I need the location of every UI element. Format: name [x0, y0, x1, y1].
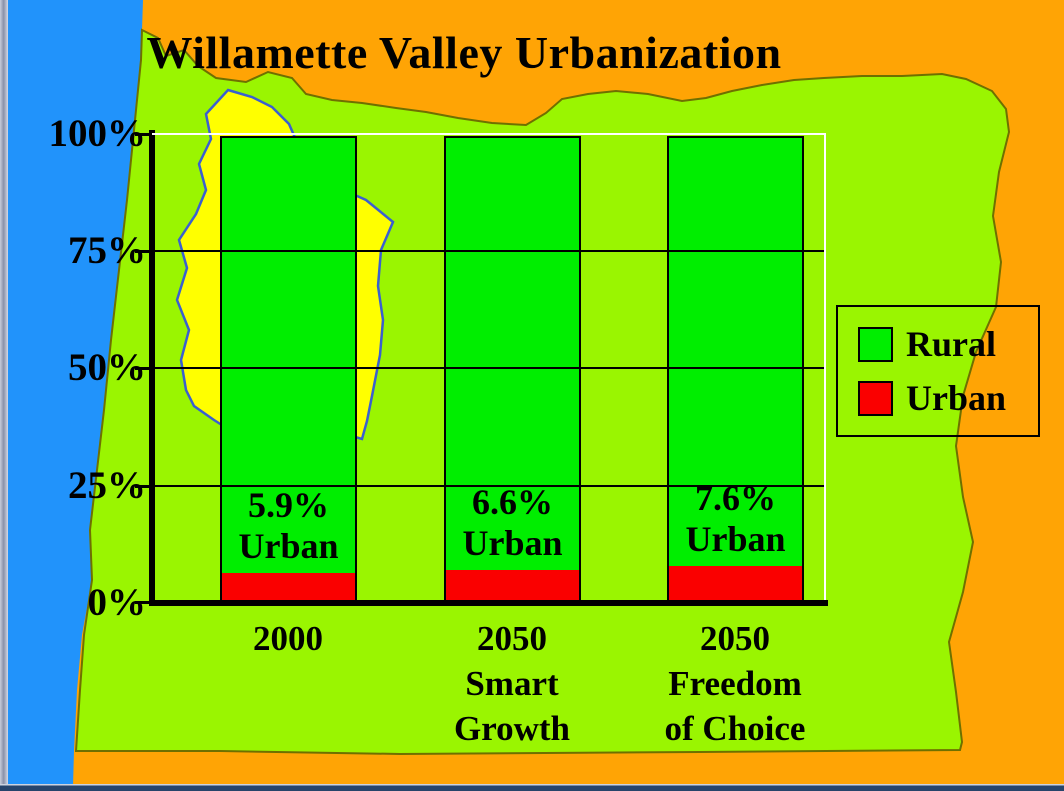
category-line: 2050: [700, 619, 770, 658]
gridline-75: [153, 250, 824, 252]
category-label-2050-freedom-of-choice: 2050 Freedom of Choice: [615, 616, 855, 751]
urban-word-text: Urban: [462, 523, 563, 563]
y-tick-75: [135, 250, 150, 253]
legend-item-rural: Rural: [858, 325, 996, 363]
legend-label-rural: Rural: [906, 324, 996, 364]
rural-bar-segment: [220, 136, 357, 603]
slide-bottom-strip: [0, 785, 1064, 791]
category-line: of Choice: [664, 709, 806, 748]
slide-bottom-highlight: [0, 784, 1064, 786]
bar-group-2050-smart-growth: 6.6% Urban: [444, 136, 581, 603]
urban-bar-segment: [669, 566, 802, 601]
plot-right-border: [824, 133, 826, 603]
y-axis-line: [149, 130, 155, 606]
y-axis-label-100: 100%: [48, 112, 147, 155]
category-line: Growth: [453, 709, 571, 748]
y-axis-label-50: 50%: [68, 346, 146, 389]
y-tick-50: [135, 367, 150, 370]
category-label-2050-smart-growth: 2050 Smart Growth: [392, 616, 632, 751]
y-axis-label-25: 25%: [68, 464, 146, 507]
gridline-50: [153, 367, 824, 369]
rural-bar-segment: [444, 136, 581, 603]
urban-percline: 5.9% Urban: [220, 485, 357, 567]
bar-group-2000: 5.9% Urban: [220, 136, 357, 603]
chart-title: Willamette Valley Urbanization: [146, 27, 782, 78]
urban-pct-text: 7.6%: [695, 478, 776, 518]
y-axis-label-75: 75%: [68, 229, 146, 272]
pacific-ocean-shape: [0, 0, 143, 786]
plot-top-border: [152, 133, 826, 135]
y-tick-25: [135, 485, 150, 488]
legend-label-urban: Urban: [906, 378, 1007, 418]
y-tick-100: [135, 133, 150, 136]
urban-pct-text: 5.9%: [248, 485, 329, 525]
rural-swatch: [858, 326, 893, 362]
urban-percline: 6.6% Urban: [444, 482, 581, 564]
urban-word-text: Urban: [238, 526, 339, 566]
legend-item-urban: Urban: [858, 379, 1006, 417]
urban-word-text: Urban: [685, 519, 786, 559]
y-tick-0: [135, 601, 150, 604]
category-line: 2000: [253, 619, 323, 658]
gridline-25: [153, 485, 824, 487]
x-axis-line: [149, 600, 828, 606]
urban-bar-segment: [446, 570, 579, 601]
slide-left-edge: [0, 0, 8, 791]
category-line: 2050: [477, 619, 547, 658]
category-line: Smart: [465, 664, 559, 703]
urban-pct-text: 6.6%: [472, 482, 553, 522]
bar-group-2050-freedom-of-choice: 7.6% Urban: [667, 136, 804, 603]
y-axis-label-0: 0%: [87, 581, 147, 624]
urban-bar-segment: [222, 573, 355, 601]
legend-box: Rural Urban: [836, 305, 1040, 437]
category-line: Freedom: [668, 664, 802, 703]
urban-percline: 7.6% Urban: [667, 478, 804, 560]
urban-swatch: [858, 380, 893, 416]
category-label-2000: 2000: [168, 616, 408, 661]
